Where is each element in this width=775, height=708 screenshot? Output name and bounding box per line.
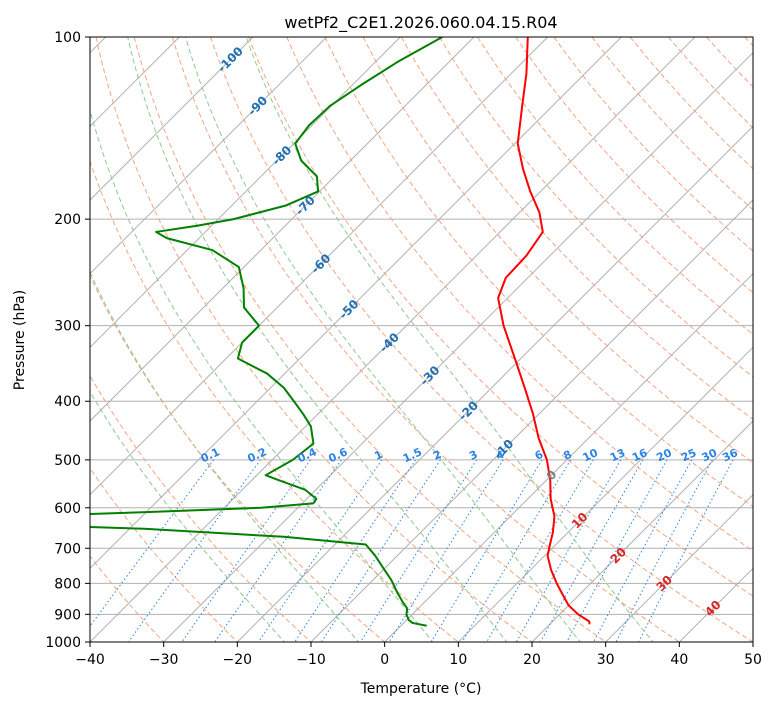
x-tick-label: −30 (149, 652, 179, 668)
y-tick-label: 400 (54, 394, 81, 410)
dry-adiabat-line (95, 37, 533, 642)
dry-adiabat-line (90, 467, 239, 642)
chart-title: wetPf2_C2E1.2026.060.04.15.R04 (284, 13, 557, 33)
mixing-ratio-line (566, 459, 668, 642)
x-tick-label: 0 (380, 652, 389, 668)
y-tick-label: 500 (54, 453, 81, 469)
mixing-ratio-label: 36 (720, 446, 740, 464)
isotherm-line (604, 493, 753, 642)
dry-adiabat-line (90, 555, 165, 642)
x-tick-label: 20 (523, 652, 541, 668)
dry-adiabat-line (248, 37, 753, 597)
isotherm-line (236, 125, 753, 642)
y-tick-label: 100 (54, 30, 81, 46)
x-tick-label: −20 (223, 652, 253, 668)
dry-adiabat-layer (90, 37, 753, 642)
x-tick-label: 40 (670, 652, 688, 668)
x-axis-label: Temperature (°C) (360, 681, 482, 697)
moist-adiabat-layer (90, 37, 654, 642)
y-tick-label: 1000 (45, 635, 81, 651)
y-tick-label: 200 (54, 212, 81, 228)
isotherm-line (531, 420, 753, 642)
mixing-ratio-line (90, 459, 215, 628)
dry-adiabat-line (286, 37, 753, 552)
temperature-profile-line (497, 37, 591, 625)
y-tick-label: 300 (54, 319, 81, 335)
series-layer (90, 37, 591, 627)
mixing-ratio-line (127, 459, 261, 642)
mixing-ratio-line (214, 459, 342, 642)
mixing-ratio-label: 20 (654, 446, 674, 464)
x-tick-label: 50 (744, 652, 762, 668)
plot-frame (89, 36, 754, 643)
moist-adiabat-line (90, 390, 286, 642)
y-tick-label: 900 (54, 607, 81, 623)
dry-adiabat-line (210, 37, 753, 642)
mixing-ratio-line (539, 459, 644, 642)
dry-adiabat-line (90, 159, 460, 642)
y-tick-label: 800 (54, 576, 81, 592)
mixing-ratio-line (430, 459, 543, 642)
mixing-ratio-label: 13 (608, 446, 627, 464)
isotherm-line (90, 37, 475, 422)
dry-adiabat-line (133, 37, 607, 642)
dewpoint-profile-line (90, 37, 443, 627)
isotherm-line (90, 37, 549, 496)
moist-adiabat-line (185, 37, 581, 642)
dry-adiabat-line (90, 274, 386, 642)
mixing-ratio-label: 25 (679, 446, 698, 464)
isotherm-line (90, 37, 696, 642)
moist-adiabat-line (90, 271, 360, 642)
dry-adiabat-line (324, 37, 753, 508)
moist-adiabat-line (127, 37, 508, 642)
grid-layer (90, 37, 753, 642)
plot-area (90, 37, 753, 642)
x-tick-label: −10 (296, 652, 326, 668)
y-tick-label: 700 (54, 541, 81, 557)
y-axis-label: Pressure (hPa) (12, 290, 28, 390)
mixing-ratio-label: 30 (700, 446, 720, 464)
x-tick-label: 10 (449, 652, 467, 668)
y-tick-label: 600 (54, 501, 81, 517)
isotherm-line (310, 199, 753, 642)
x-tick-label: 30 (597, 652, 615, 668)
mixing-ratio-label: 10 (581, 446, 601, 464)
axis-ticks: −40 −30 −20 −10 0 10 20 30 40 50 100 200 300 400 500 60… (45, 30, 762, 668)
mixing-ratio-layer (90, 459, 734, 642)
isotherm-line (162, 51, 753, 642)
mixing-ratio-line (359, 459, 478, 642)
dry-adiabat-line (90, 374, 312, 642)
moist-adiabat-line (90, 108, 434, 642)
x-tick-label: −40 (75, 652, 105, 668)
mixing-ratio-label: 16 (630, 446, 650, 464)
mixing-ratio-line (461, 459, 572, 642)
mixing-ratio-line (388, 459, 504, 642)
isotherm-line (90, 37, 254, 201)
dry-adiabat-line (171, 37, 681, 642)
mixing-ratio-line (257, 459, 383, 642)
isotherm-line (383, 272, 753, 642)
mixing-ratio-line (593, 459, 693, 642)
